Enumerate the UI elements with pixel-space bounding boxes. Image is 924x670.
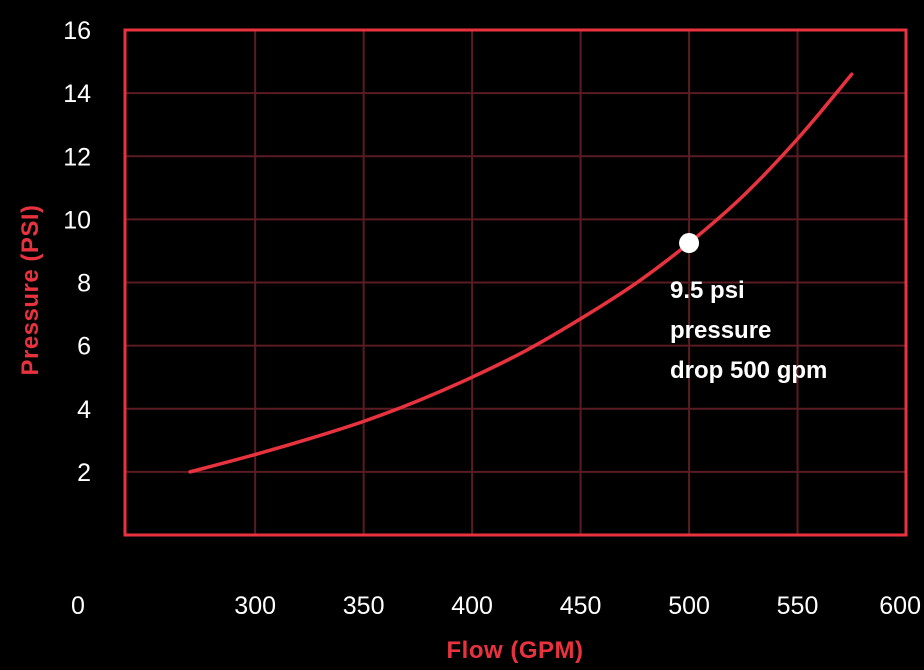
series-layer — [188, 72, 854, 474]
y-tick-labels: 2 4 6 8 10 12 14 16 — [63, 17, 91, 487]
x-tick-label-zero: 0 — [71, 592, 85, 620]
y-tick-label: 12 — [63, 143, 91, 171]
x-tick-label: 350 — [343, 592, 385, 620]
data-point-marker — [679, 233, 700, 254]
y-tick-label: 10 — [63, 206, 91, 234]
y-tick-label: 4 — [77, 396, 91, 424]
y-tick-label: 16 — [63, 17, 91, 45]
y-tick-label: 8 — [77, 270, 91, 298]
y-tick-label: 14 — [63, 80, 91, 108]
y-tick-label: 2 — [77, 459, 91, 487]
y-tick-label: 6 — [77, 333, 91, 361]
x-tick-labels: 300 350 400 450 500 550 600 — [234, 592, 921, 620]
x-tick-label: 300 — [234, 592, 276, 620]
annotation: 9.5 psi pressure drop 500 gpm — [670, 277, 827, 384]
x-tick-label: 550 — [777, 592, 819, 620]
y-axis-title: Pressure (PSI) — [17, 204, 44, 375]
x-axis-title: Flow (GPM) — [447, 637, 584, 664]
x-tick-label: 500 — [668, 592, 710, 620]
x-tick-label: 400 — [451, 592, 493, 620]
annotation-line: drop 500 gpm — [670, 357, 827, 384]
annotation-line: 9.5 psi — [670, 277, 745, 304]
series-line-0 — [188, 72, 854, 474]
annotation-line: pressure — [670, 317, 771, 344]
grid-lines — [125, 30, 906, 535]
x-tick-label: 600 — [879, 592, 921, 620]
plot-frame — [123, 28, 908, 537]
x-tick-label: 450 — [560, 592, 602, 620]
